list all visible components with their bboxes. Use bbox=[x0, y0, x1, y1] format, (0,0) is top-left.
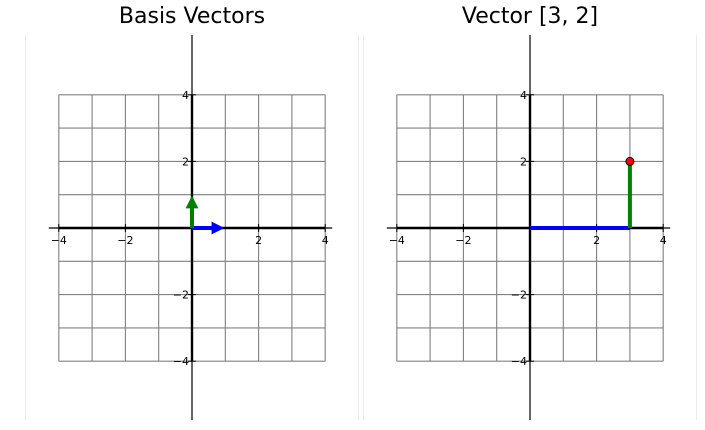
x-tick-label: 2 bbox=[255, 234, 262, 247]
basis-vectors-chart: −4 −2 2 4 −4 −2 2 4 Basis Vectors bbox=[25, 4, 359, 420]
x-tick-label: 2 bbox=[593, 234, 600, 247]
x-tick-label: 4 bbox=[660, 234, 667, 247]
y-tick-label: 2 bbox=[520, 155, 527, 168]
x-tick-label: 4 bbox=[322, 234, 329, 247]
y-tick-label: 2 bbox=[182, 155, 189, 168]
x-tick-label: −4 bbox=[51, 234, 67, 247]
y-tick-label: 4 bbox=[520, 89, 527, 102]
chart-title: Vector [3, 2] bbox=[462, 4, 598, 29]
y-tick-label: −4 bbox=[511, 355, 527, 368]
x-tick-label: −2 bbox=[117, 234, 133, 247]
x-tick-label: −4 bbox=[389, 234, 405, 247]
y-tick-label: −2 bbox=[511, 289, 527, 302]
y-tick-label: −4 bbox=[173, 355, 189, 368]
y-tick-label: −2 bbox=[173, 289, 189, 302]
y-tick-label: 4 bbox=[182, 89, 189, 102]
chart-title: Basis Vectors bbox=[119, 4, 265, 29]
vector-endpoint bbox=[625, 156, 635, 166]
x-tick-label: −2 bbox=[455, 234, 471, 247]
vector-3-2-chart: −4 −2 2 4 −4 −2 2 4 Vector [3, 2] bbox=[363, 4, 697, 420]
